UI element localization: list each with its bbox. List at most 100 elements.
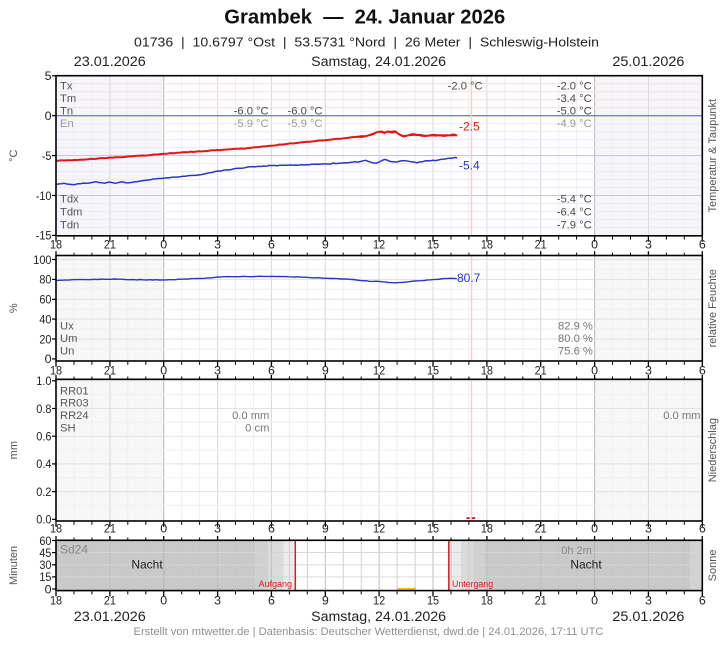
svg-text:21: 21 (104, 522, 116, 536)
svg-text:Minuten: Minuten (8, 546, 20, 585)
svg-text:0.0: 0.0 (36, 513, 51, 527)
svg-text:18: 18 (481, 522, 493, 536)
svg-text:0: 0 (160, 594, 167, 608)
svg-text:80.7: 80.7 (457, 271, 481, 285)
svg-text:mm: mm (8, 441, 20, 459)
svg-text:0: 0 (45, 352, 52, 366)
svg-text:-5.4: -5.4 (459, 159, 480, 173)
svg-text:Sonne: Sonne (707, 550, 719, 582)
svg-text:-5.9 °C: -5.9 °C (288, 118, 323, 130)
svg-text:-3.4 °C: -3.4 °C (557, 93, 592, 105)
svg-text:18: 18 (481, 594, 493, 608)
svg-text:18: 18 (50, 522, 62, 536)
svg-text:21: 21 (535, 364, 547, 378)
svg-text:0: 0 (160, 522, 167, 536)
svg-text:RR01: RR01 (60, 385, 89, 397)
svg-text:0: 0 (591, 522, 598, 536)
svg-text:0.2: 0.2 (36, 485, 51, 499)
svg-text:21: 21 (104, 238, 116, 252)
svg-text:-6.0 °C: -6.0 °C (288, 106, 323, 118)
svg-text:12: 12 (373, 238, 385, 252)
svg-text:0 cm: 0 cm (245, 422, 269, 434)
svg-text:18: 18 (481, 364, 493, 378)
svg-text:RR24: RR24 (60, 410, 89, 422)
svg-text:9: 9 (322, 364, 329, 378)
svg-text:20: 20 (39, 332, 51, 346)
svg-text:3: 3 (214, 364, 221, 378)
svg-text:Temperatur & Taupunkt: Temperatur & Taupunkt (707, 99, 719, 213)
svg-text:Un: Un (60, 345, 74, 357)
svg-text:Tdx: Tdx (60, 193, 79, 205)
svg-text:1.0: 1.0 (36, 374, 51, 388)
svg-text:Samstag, 24.01.2026: Samstag, 24.01.2026 (311, 54, 446, 70)
svg-text:9: 9 (322, 594, 329, 608)
svg-text:0h 2m: 0h 2m (561, 545, 592, 557)
svg-text:°C: °C (8, 150, 20, 162)
svg-text:6: 6 (699, 364, 706, 378)
svg-text:Ux: Ux (60, 320, 74, 332)
svg-text:21: 21 (535, 238, 547, 252)
svg-text:SH: SH (60, 422, 76, 434)
svg-text:Sd24: Sd24 (60, 543, 88, 557)
svg-text:0.6: 0.6 (36, 430, 51, 444)
svg-text:-5.9 °C: -5.9 °C (234, 118, 269, 130)
svg-text:0: 0 (591, 594, 598, 608)
svg-text:9: 9 (322, 238, 329, 252)
svg-text:-6.4 °C: -6.4 °C (557, 206, 592, 218)
svg-text:Erstellt von mtwetter.de | Dat: Erstellt von mtwetter.de | Datenbasis: D… (134, 626, 604, 638)
svg-text:18: 18 (481, 238, 493, 252)
svg-text:40: 40 (39, 312, 51, 326)
svg-text:0.4: 0.4 (36, 457, 51, 471)
svg-text:6: 6 (699, 238, 706, 252)
svg-text:3: 3 (214, 522, 221, 536)
svg-text:15: 15 (427, 522, 439, 536)
svg-text:12: 12 (373, 594, 385, 608)
svg-text:18: 18 (50, 364, 62, 378)
svg-text:3: 3 (645, 522, 652, 536)
svg-text:Tx: Tx (60, 81, 73, 93)
svg-text:0: 0 (45, 582, 52, 596)
svg-text:25.01.2026: 25.01.2026 (612, 609, 684, 625)
svg-text:-10: -10 (36, 189, 52, 203)
svg-text:3: 3 (645, 364, 652, 378)
svg-text:100: 100 (33, 253, 51, 267)
svg-text:6: 6 (699, 522, 706, 536)
svg-text:Tdm: Tdm (60, 206, 82, 218)
svg-text:21: 21 (104, 364, 116, 378)
svg-text:Tm: Tm (60, 93, 76, 105)
svg-text:6: 6 (268, 364, 275, 378)
svg-text:12: 12 (373, 522, 385, 536)
svg-text:Tn: Tn (60, 106, 73, 118)
svg-text:9: 9 (322, 522, 329, 536)
svg-text:0: 0 (591, 364, 598, 378)
svg-text:15: 15 (427, 364, 439, 378)
svg-text:Um: Um (60, 333, 77, 345)
svg-text:Samstag, 24.01.2026: Samstag, 24.01.2026 (311, 609, 446, 625)
svg-text:-2.0 °C: -2.0 °C (557, 81, 592, 93)
svg-text:6: 6 (268, 238, 275, 252)
svg-text:0: 0 (160, 238, 167, 252)
svg-text:-5.4 °C: -5.4 °C (557, 193, 592, 205)
svg-text:-15: -15 (36, 229, 52, 243)
svg-text:15: 15 (39, 570, 51, 584)
svg-text:01736 | 10.6797 °Ost | 53.: 01736 | 10.6797 °Ost | 53.5731 °Nord | 2… (134, 34, 599, 49)
svg-text:-7.9 °C: -7.9 °C (557, 219, 592, 231)
svg-text:0: 0 (591, 238, 598, 252)
svg-text:Untergang: Untergang (452, 579, 493, 589)
svg-text:21: 21 (535, 522, 547, 536)
svg-text:0: 0 (160, 364, 167, 378)
svg-text:Nacht: Nacht (570, 558, 602, 572)
svg-text:12: 12 (373, 364, 385, 378)
svg-text:21: 21 (535, 594, 547, 608)
svg-text:Grambek — 24. Januar 2026: Grambek — 24. Januar 2026 (224, 7, 505, 29)
svg-text:-2.5: -2.5 (459, 120, 480, 134)
svg-text:6: 6 (699, 594, 706, 608)
svg-text:23.01.2026: 23.01.2026 (74, 54, 146, 70)
svg-text:80.0 %: 80.0 % (558, 333, 593, 345)
svg-text:3: 3 (214, 594, 221, 608)
svg-text:23.01.2026: 23.01.2026 (74, 609, 146, 625)
svg-text:25.01.2026: 25.01.2026 (612, 54, 684, 70)
svg-text:-2.0 °C: -2.0 °C (448, 81, 483, 93)
svg-text:%: % (8, 303, 20, 313)
svg-text:0.0 mm: 0.0 mm (663, 410, 700, 422)
